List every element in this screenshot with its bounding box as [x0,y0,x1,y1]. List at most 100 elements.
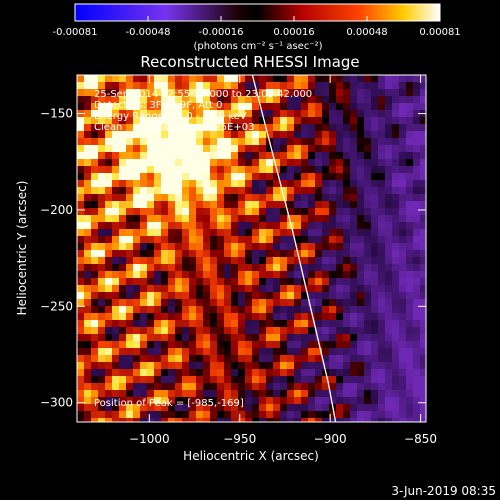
heatmap-cell [280,411,287,418]
heatmap-cell [119,250,126,257]
heatmap-cell [350,236,357,243]
heatmap-cell [308,173,315,180]
heatmap-cell [322,348,329,355]
heatmap-cell [224,348,231,355]
heatmap-cell [140,145,147,152]
heatmap-cell [308,75,315,82]
heatmap-cell [140,285,147,292]
heatmap-cell [420,320,426,327]
heatmap-cell [126,271,133,278]
heatmap-cell [413,180,420,187]
heatmap-cell [210,208,217,215]
heatmap-cell [224,138,231,145]
heatmap-cell [357,327,364,334]
heatmap-cell [266,390,273,397]
heatmap-cell [378,166,385,173]
heatmap-cell [140,229,147,236]
heatmap-cell [203,124,210,131]
heatmap-cell [280,334,287,341]
heatmap-cell [119,362,126,369]
heatmap-cell [189,131,196,138]
heatmap-cell [392,376,399,383]
heatmap-cell [308,159,315,166]
heatmap-cell [84,299,91,306]
heatmap-cell [259,369,266,376]
heatmap-cell [168,180,175,187]
heatmap-cell [182,327,189,334]
heatmap-cell [224,201,231,208]
heatmap-cell [336,152,343,159]
heatmap-cell [350,348,357,355]
heatmap-cell [287,306,294,313]
heatmap-cell [119,285,126,292]
heatmap-cell [126,187,133,194]
heatmap-cell [91,229,98,236]
heatmap-cell [77,327,84,334]
heatmap-cell [301,194,308,201]
y-tick-label: −200 [40,203,73,217]
heatmap-cell [350,124,357,131]
heatmap-cell [287,278,294,285]
heatmap-cell [189,103,196,110]
heatmap-cell [378,362,385,369]
heatmap-cell [420,166,426,173]
heatmap-cell [98,285,105,292]
heatmap-cell [147,222,154,229]
heatmap-cell [364,376,371,383]
heatmap-cell [98,222,105,229]
heatmap-cell [287,292,294,299]
heatmap-cell [84,194,91,201]
heatmap-cell [308,82,315,89]
heatmap-cell [77,355,84,362]
heatmap-cell [287,194,294,201]
heatmap-cell [266,194,273,201]
heatmap-cell [210,355,217,362]
heatmap-cell [406,215,413,222]
heatmap-cell [189,208,196,215]
heatmap-cell [245,376,252,383]
heatmap-cell [413,348,420,355]
heatmap-cell [217,320,224,327]
heatmap-cell [315,201,322,208]
heatmap-cell [308,166,315,173]
heatmap-cell [126,404,133,411]
heatmap-cell [420,383,426,390]
heatmap-cell [329,96,336,103]
heatmap-cell [126,96,133,103]
heatmap-cell [350,376,357,383]
heatmap-cell [287,201,294,208]
heatmap-cell [336,89,343,96]
heatmap-cell [133,145,140,152]
heatmap-cell [350,166,357,173]
heatmap-cell [343,138,350,145]
heatmap-cell [203,180,210,187]
heatmap-cell [287,348,294,355]
heatmap-cell [399,159,406,166]
heatmap-cell [252,376,259,383]
heatmap-cell [210,117,217,124]
heatmap-cell [238,110,245,117]
heatmap-cell [357,390,364,397]
heatmap-cell [336,348,343,355]
heatmap-cell [322,117,329,124]
heatmap-cell [147,215,154,222]
heatmap-cell [112,138,119,145]
heatmap-cell [98,348,105,355]
heatmap-cell [357,152,364,159]
heatmap-cell [175,187,182,194]
heatmap-cell [84,348,91,355]
heatmap-cell [343,131,350,138]
heatmap-cell [329,299,336,306]
heatmap-cell [301,355,308,362]
heatmap-cell [126,348,133,355]
heatmap-cell [196,285,203,292]
heatmap-cell [147,250,154,257]
heatmap-cell [231,166,238,173]
heatmap-cell [77,334,84,341]
heatmap-cell [217,152,224,159]
heatmap-cell [189,124,196,131]
heatmap-cell [189,362,196,369]
heatmap-cell [189,397,196,404]
heatmap-cell [126,138,133,145]
heatmap-cell [161,194,168,201]
